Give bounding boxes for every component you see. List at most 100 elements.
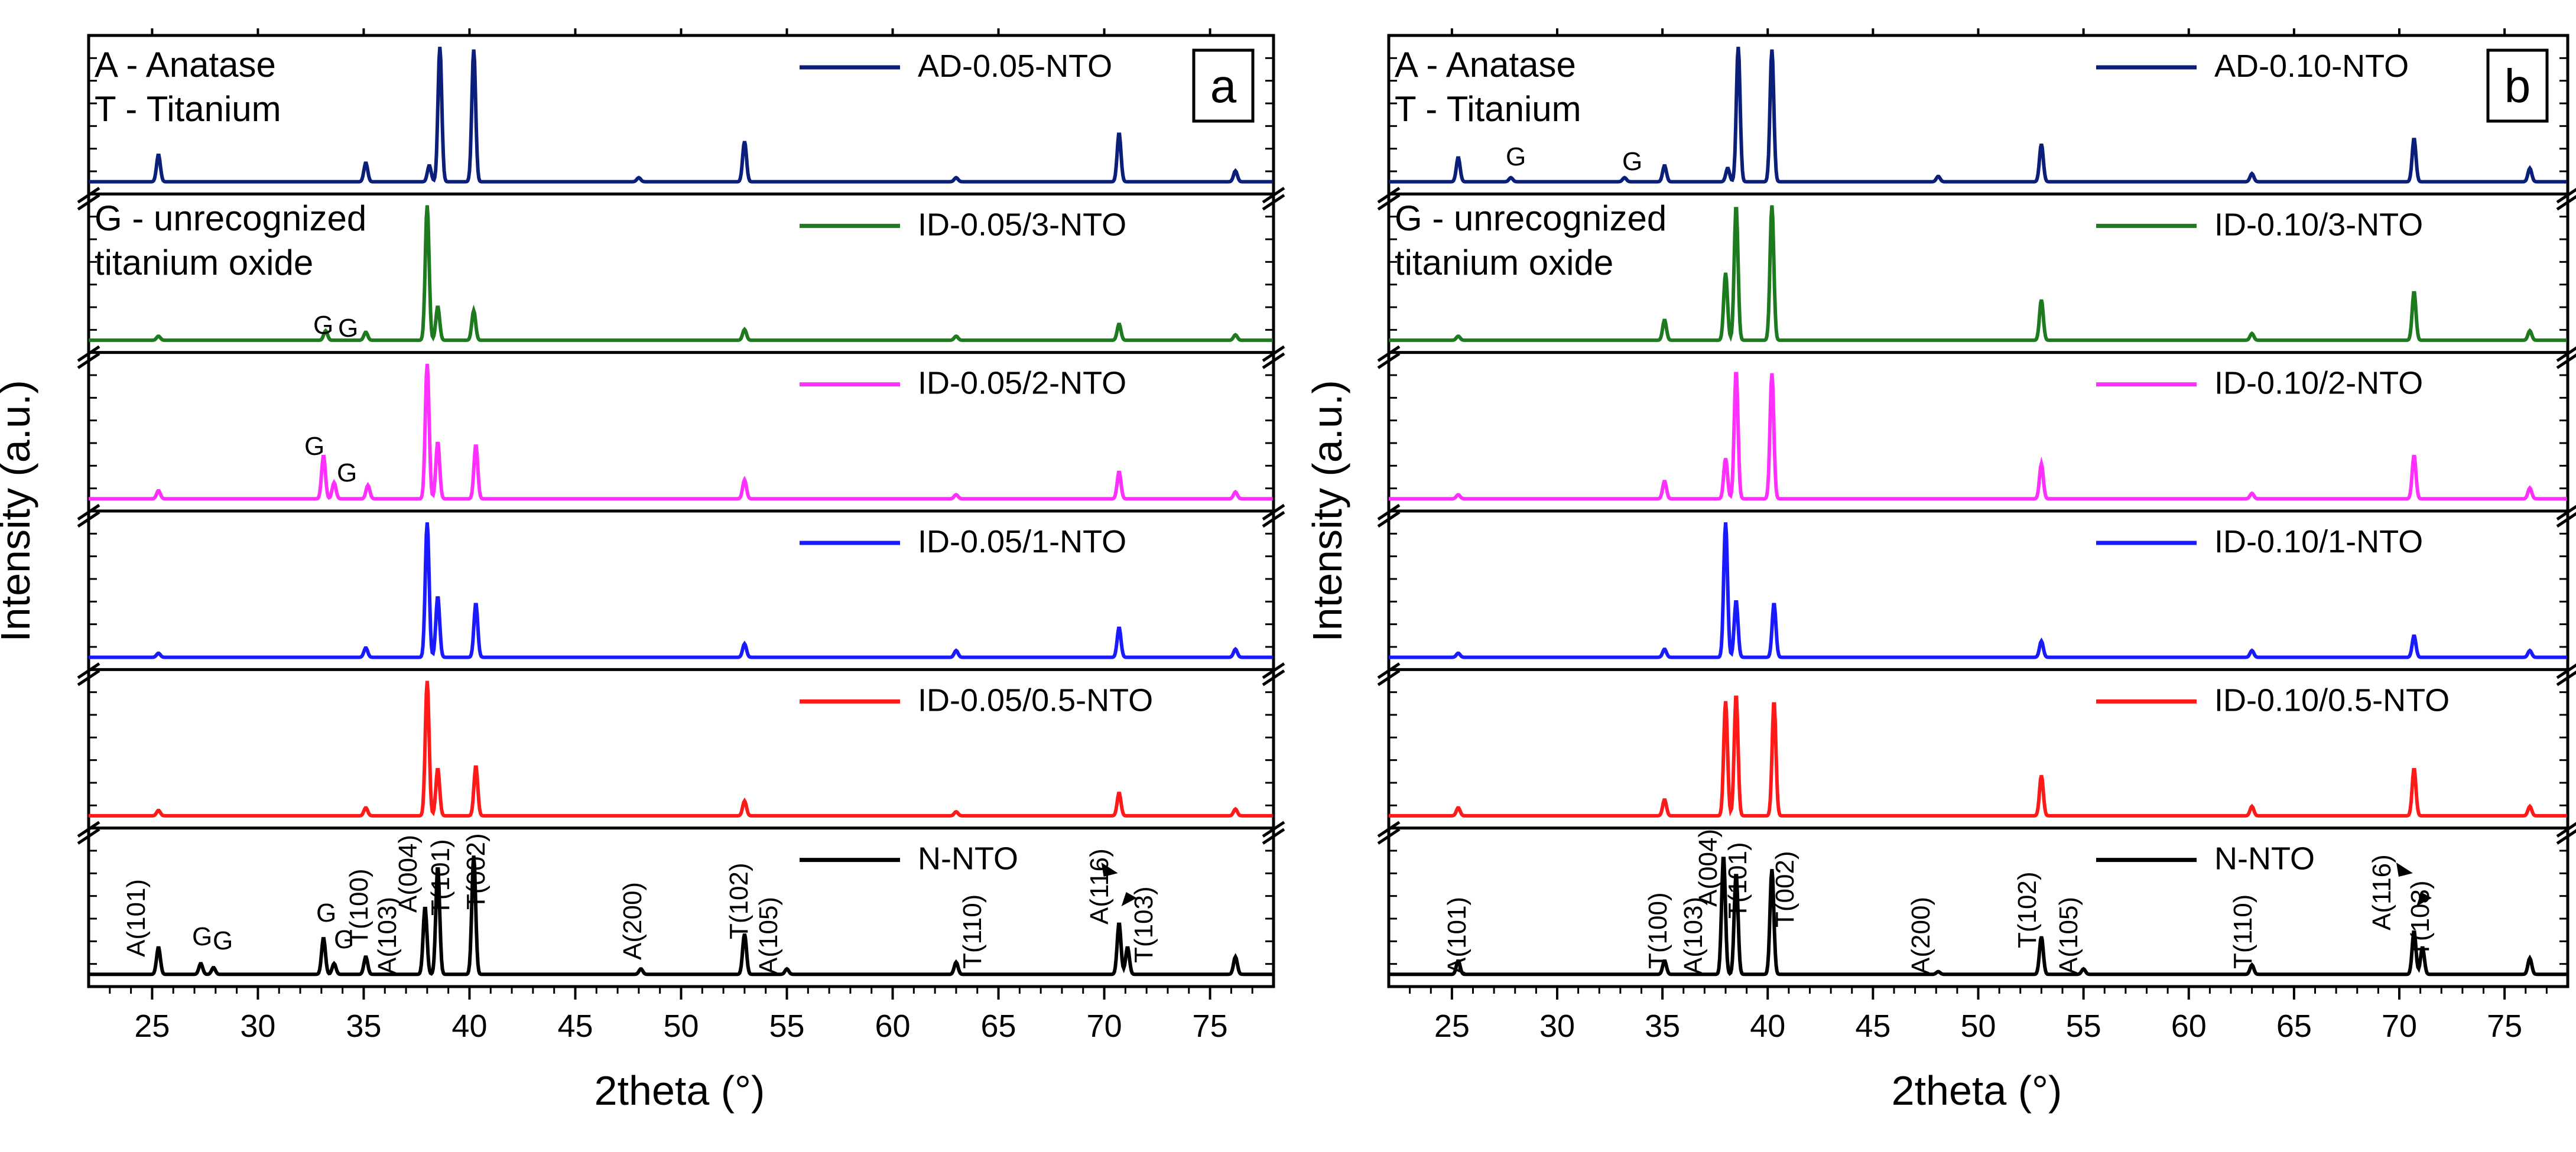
axis-break-mark: [2556, 670, 2576, 686]
axis-break-mark: [1377, 194, 1401, 211]
axis-break-mark: [1262, 821, 1285, 838]
g-peak-marker: G: [213, 926, 233, 955]
x-tick-label: 40: [451, 1008, 487, 1044]
x-tick-label: 50: [663, 1008, 699, 1044]
axis-break-mark: [2556, 194, 2576, 211]
x-tick-label: 50: [1960, 1008, 1996, 1044]
axis-break-mark: [77, 662, 100, 679]
x-tick-label: 75: [2487, 1008, 2522, 1044]
panel-letter-box: [2486, 48, 2549, 123]
axis-break-mark: [1262, 510, 1285, 528]
x-tick-label: 35: [1645, 1008, 1680, 1044]
axis-break-mark: [1262, 352, 1285, 369]
peak-label: T(101): [426, 839, 455, 916]
g-peak-marker: G: [337, 458, 357, 487]
axis-break-mark: [2556, 822, 2576, 838]
g-peak-marker: G: [1506, 142, 1526, 171]
axis-break-mark: [77, 345, 100, 362]
x-tick-label: 60: [875, 1008, 910, 1044]
series-line-AD-0.10-NTO: [1389, 47, 2567, 184]
series-line-N-NTO: [89, 855, 1273, 977]
axis-break-mark: [77, 194, 100, 211]
note-unrecognized: G - unrecognized: [1395, 198, 1667, 238]
g-peak-marker: G: [316, 899, 336, 928]
series-line-ID-0.10/1-NTO: [1389, 522, 2567, 659]
series-line-ID-0.05/1-NTO: [89, 522, 1273, 659]
axis-break-mark: [2556, 829, 2576, 845]
x-tick-label: 55: [2066, 1008, 2101, 1044]
series-line-ID-0.05/2-NTO: [89, 363, 1273, 501]
note-titanium-oxide: titanium oxide: [1395, 243, 1613, 282]
legend-label: AD-0.05-NTO: [918, 48, 1112, 84]
x-tick-label: 25: [1434, 1008, 1470, 1044]
arrow-marker: [2396, 863, 2413, 877]
axis-break-mark: [77, 669, 100, 686]
note-anatase: A - Anatase: [95, 45, 276, 84]
panel-a: 25 30 35 40 45 50 55 60 65 70 75 2theta (°) Intensit…: [0, 28, 1285, 1114]
peak-label: A(101): [1443, 897, 1471, 975]
x-tick-label: 35: [346, 1008, 381, 1044]
panel-letter-box: [1192, 48, 1255, 123]
axis-break-mark: [2556, 663, 2576, 679]
peak-label: A(116): [1085, 848, 1114, 925]
peak-label: T(002): [462, 833, 490, 910]
x-tick-label: 30: [1539, 1008, 1575, 1044]
axis-break-mark: [1377, 503, 1401, 521]
series-line-ID-0.05/3-NTO: [89, 205, 1273, 342]
legend-label: N-NTO: [2214, 841, 2315, 877]
panel-b: 25 30 35 40 45 50 55 60 65 70 75 2theta (°) Intensit…: [1304, 28, 2576, 1114]
arrow-marker: [1121, 892, 1137, 906]
g-peak-marker: G: [304, 432, 324, 461]
y-axis-title: Intensity (a.u.): [0, 380, 38, 642]
peak-label: A(105): [2054, 897, 2083, 975]
peak-label: A(200): [1906, 897, 1935, 975]
axis-break-mark: [2556, 353, 2576, 369]
peak-label: A(103): [373, 897, 402, 975]
legend-label: ID-0.05/3-NTO: [918, 207, 1126, 242]
peak-label: T(102): [725, 863, 753, 939]
note-unrecognized: G - unrecognized: [95, 198, 366, 238]
x-axis-title: 2theta (°): [595, 1068, 765, 1114]
panel-letter: a: [1210, 60, 1237, 112]
axis-break-mark: [77, 828, 100, 845]
axis-break-mark: [77, 503, 100, 521]
x-tick-label: 55: [769, 1008, 804, 1044]
x-tick-label: 60: [2171, 1008, 2207, 1044]
axis-break-mark: [1262, 194, 1285, 211]
x-tick-label: 45: [1855, 1008, 1890, 1044]
legend-label: ID-0.05/0.5-NTO: [918, 682, 1153, 718]
legend-label: ID-0.05/2-NTO: [918, 366, 1126, 401]
note-titanium: T - Titanium: [95, 89, 281, 129]
peak-label: T(002): [1771, 851, 1799, 928]
axis-break-mark: [1377, 510, 1401, 528]
peak-label: A(200): [618, 882, 647, 960]
axis-break-mark: [1377, 187, 1401, 204]
axis-break-mark: [1377, 821, 1401, 838]
axis-break-mark: [1262, 187, 1285, 204]
axis-break-mark: [1377, 828, 1401, 845]
peak-label: A(105): [754, 897, 783, 975]
axis-break-mark: [2556, 346, 2576, 362]
x-tick-label: 45: [557, 1008, 593, 1044]
axis-break-mark: [1262, 662, 1285, 679]
axis-break-mark: [1377, 345, 1401, 362]
y-axis-title: Intensity (a.u.): [1304, 380, 1350, 642]
arrow-marker: [1101, 863, 1118, 877]
g-peak-marker: G: [334, 925, 354, 954]
panel-letter: b: [2504, 60, 2531, 112]
axis-break-mark: [2556, 512, 2576, 528]
series-line-N-NTO: [1389, 857, 2567, 977]
x-tick-label: 70: [2382, 1008, 2417, 1044]
peak-label: T(100): [1643, 892, 1672, 969]
legend-label: AD-0.10-NTO: [2214, 48, 2409, 84]
peak-label: T(100): [345, 868, 373, 945]
axis-break-mark: [77, 821, 100, 838]
peak-label: A(116): [2367, 854, 2396, 930]
axis-break-mark: [1377, 669, 1401, 686]
axis-break-mark: [1377, 352, 1401, 369]
axis-break-mark: [2556, 187, 2576, 204]
axis-break-mark: [77, 510, 100, 528]
arrow-marker: [2416, 892, 2432, 906]
legend-label: ID-0.10/3-NTO: [2214, 207, 2423, 242]
